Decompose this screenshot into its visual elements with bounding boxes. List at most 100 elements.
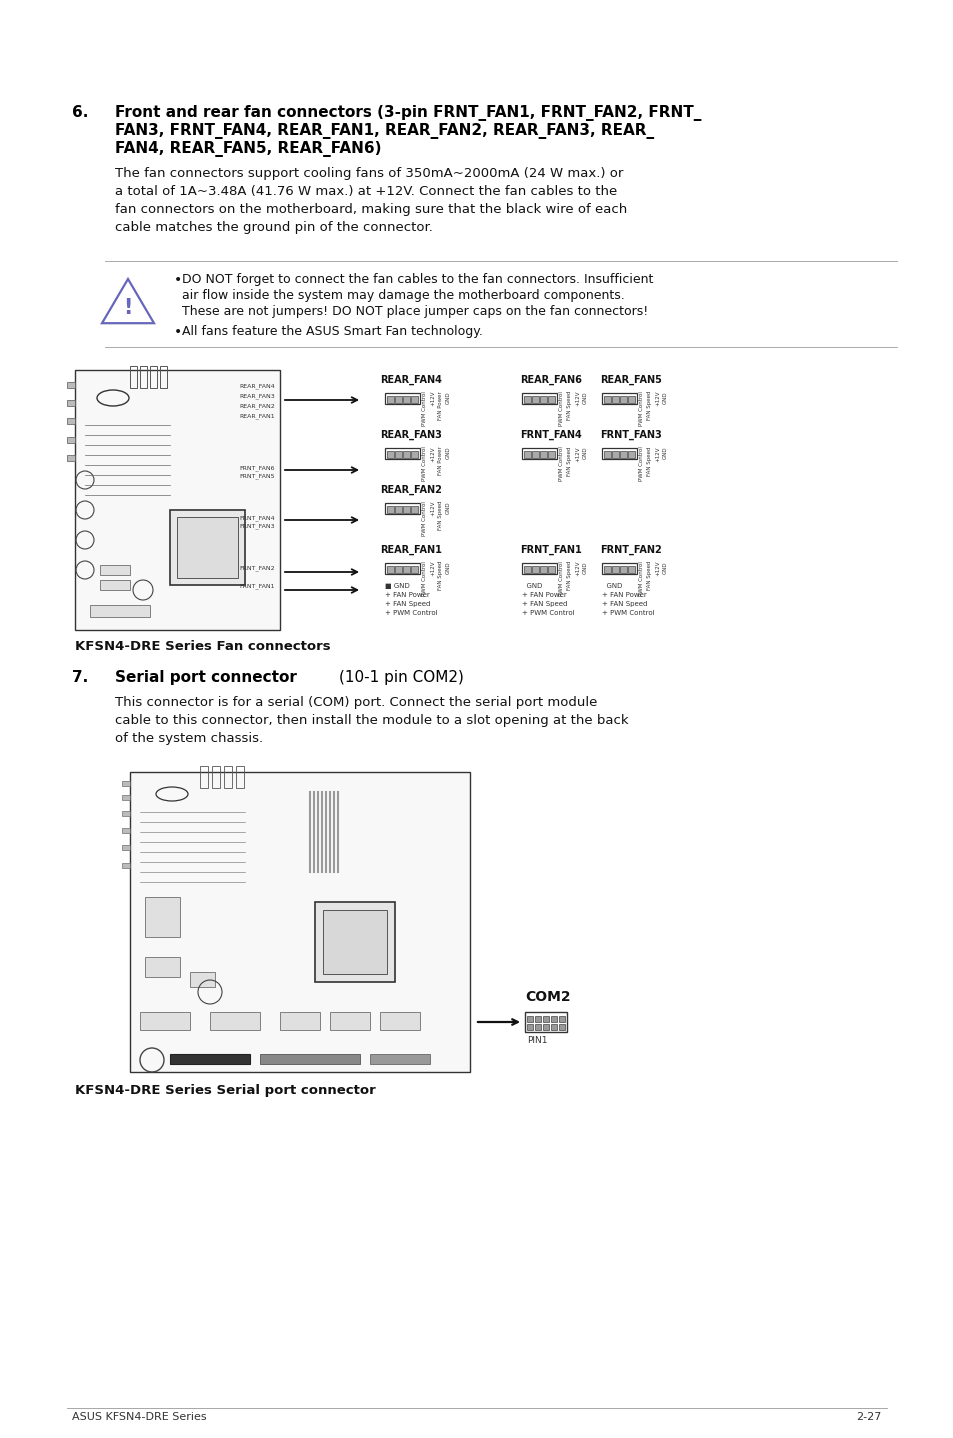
- Bar: [601, 393, 637, 404]
- Bar: [224, 766, 232, 788]
- Bar: [212, 766, 220, 788]
- Text: +12V: +12V: [430, 391, 435, 407]
- Text: FRNT_FAN3: FRNT_FAN3: [239, 523, 274, 529]
- Text: GND: GND: [582, 391, 587, 404]
- Bar: [387, 506, 394, 513]
- Text: DO NOT forget to connect the fan cables to the fan connectors. Insufficient: DO NOT forget to connect the fan cables …: [182, 273, 653, 286]
- Text: +12V: +12V: [575, 391, 579, 407]
- Bar: [551, 1024, 557, 1030]
- Bar: [67, 454, 75, 462]
- Bar: [122, 795, 130, 800]
- Bar: [395, 452, 401, 457]
- Text: GND: GND: [521, 582, 542, 590]
- Text: FAN Speed: FAN Speed: [566, 446, 572, 476]
- Bar: [122, 863, 130, 869]
- Text: •: •: [173, 273, 182, 288]
- Bar: [140, 367, 147, 388]
- Text: + FAN Speed: + FAN Speed: [385, 601, 430, 607]
- Bar: [603, 395, 610, 403]
- Bar: [601, 564, 637, 574]
- Text: PWM Control: PWM Control: [639, 391, 643, 426]
- Bar: [395, 506, 401, 513]
- Text: ■ GND: ■ GND: [385, 582, 410, 590]
- Text: +12V: +12V: [655, 446, 659, 462]
- Bar: [379, 1012, 419, 1030]
- Bar: [235, 766, 244, 788]
- Bar: [539, 395, 546, 403]
- Text: fan connectors on the motherboard, making sure that the black wire of each: fan connectors on the motherboard, makin…: [115, 203, 626, 216]
- Text: PWM Control: PWM Control: [558, 446, 563, 480]
- Bar: [612, 452, 618, 457]
- Bar: [150, 367, 157, 388]
- Bar: [140, 1012, 190, 1030]
- Bar: [612, 567, 618, 572]
- Text: PWM Control: PWM Control: [639, 446, 643, 480]
- Bar: [387, 452, 394, 457]
- Bar: [280, 1012, 319, 1030]
- Bar: [558, 1024, 564, 1030]
- Text: All fans feature the ASUS Smart Fan technology.: All fans feature the ASUS Smart Fan tech…: [182, 325, 482, 338]
- Text: PWM Control: PWM Control: [421, 500, 427, 536]
- Bar: [411, 452, 417, 457]
- Bar: [122, 781, 130, 787]
- Text: GND: GND: [662, 446, 667, 459]
- Text: + PWM Control: + PWM Control: [521, 610, 574, 615]
- Bar: [385, 393, 419, 404]
- Bar: [535, 1017, 540, 1022]
- Text: GND: GND: [601, 582, 621, 590]
- Bar: [314, 902, 395, 982]
- Bar: [100, 565, 130, 575]
- Bar: [145, 897, 180, 938]
- Text: KFSN4-DRE Series Fan connectors: KFSN4-DRE Series Fan connectors: [75, 640, 331, 653]
- Bar: [75, 370, 280, 630]
- Text: +12V: +12V: [655, 391, 659, 407]
- Bar: [539, 452, 546, 457]
- Text: REAR_FAN6: REAR_FAN6: [519, 375, 581, 385]
- Text: FRNT_FAN1: FRNT_FAN1: [519, 545, 581, 555]
- Bar: [330, 1012, 370, 1030]
- Bar: [190, 972, 214, 986]
- Bar: [521, 393, 557, 404]
- Text: FAN Speed: FAN Speed: [566, 561, 572, 591]
- Bar: [619, 567, 626, 572]
- Text: KFSN4-DRE Series Serial port connector: KFSN4-DRE Series Serial port connector: [75, 1084, 375, 1097]
- Text: GND: GND: [446, 446, 451, 459]
- Bar: [323, 910, 387, 974]
- Text: FRNT_FAN1: FRNT_FAN1: [239, 582, 274, 588]
- Text: GND: GND: [662, 561, 667, 574]
- Text: + FAN Power: + FAN Power: [601, 592, 646, 598]
- Bar: [122, 811, 130, 815]
- Bar: [100, 580, 130, 590]
- Text: 7.: 7.: [71, 670, 89, 684]
- Bar: [170, 510, 245, 585]
- Bar: [627, 452, 635, 457]
- Text: 2-27: 2-27: [856, 1412, 882, 1422]
- Bar: [619, 395, 626, 403]
- Bar: [402, 395, 410, 403]
- Text: GND: GND: [446, 500, 451, 513]
- Bar: [402, 452, 410, 457]
- Text: REAR_FAN4: REAR_FAN4: [239, 383, 274, 388]
- Bar: [601, 449, 637, 459]
- Text: + FAN Speed: + FAN Speed: [601, 601, 647, 607]
- Bar: [627, 395, 635, 403]
- Bar: [521, 449, 557, 459]
- Text: REAR_FAN4: REAR_FAN4: [379, 375, 441, 385]
- Text: of the system chassis.: of the system chassis.: [115, 732, 263, 745]
- Bar: [402, 567, 410, 572]
- Text: FAN Speed: FAN Speed: [437, 500, 442, 531]
- Bar: [524, 1012, 566, 1032]
- Bar: [67, 400, 75, 406]
- Text: REAR_FAN5: REAR_FAN5: [599, 375, 661, 385]
- Text: REAR_FAN3: REAR_FAN3: [379, 430, 441, 440]
- Text: FRNT_FAN4: FRNT_FAN4: [519, 430, 581, 440]
- Bar: [170, 1054, 250, 1064]
- Text: + FAN Power: + FAN Power: [385, 592, 429, 598]
- Text: These are not jumpers! DO NOT place jumper caps on the fan connectors!: These are not jumpers! DO NOT place jump…: [182, 305, 648, 318]
- Text: FRNT_FAN3: FRNT_FAN3: [599, 430, 661, 440]
- Bar: [542, 1017, 548, 1022]
- Text: REAR_FAN2: REAR_FAN2: [379, 485, 441, 495]
- Bar: [532, 567, 538, 572]
- Text: Serial port connector: Serial port connector: [115, 670, 302, 684]
- Bar: [67, 418, 75, 424]
